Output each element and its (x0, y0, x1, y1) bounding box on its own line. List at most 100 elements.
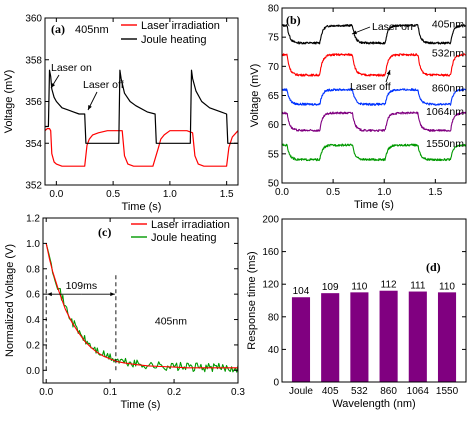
bar-value-label: 110 (439, 281, 455, 292)
x-axis-label: Time (s) (121, 399, 161, 411)
panel-label: (a) (51, 22, 65, 36)
bar-value-label: 104 (293, 286, 310, 297)
bar-value-label: 112 (381, 280, 397, 291)
series-line-1 (282, 53, 466, 77)
bar-value-label: 109 (322, 282, 339, 293)
y-axis-label: Voltage (mV) (3, 70, 15, 134)
x-tick-label: 1.0 (163, 189, 177, 200)
y-tick-label: 65 (268, 91, 280, 102)
arrow-laser-off-head (386, 70, 391, 75)
bar-value-label: 111 (410, 281, 426, 292)
y-tick-label: 70 (268, 62, 280, 73)
y-tick-label: 40 (268, 345, 280, 356)
y-tick-label: 200 (262, 215, 279, 226)
y-tick-label: 80 (268, 4, 280, 15)
y-tick-label: 120 (262, 280, 279, 291)
arrow-laser-on-head (51, 83, 56, 88)
series-lines (45, 69, 238, 167)
x-tick-label: 0.5 (326, 187, 340, 198)
series-label: 532nm (432, 48, 464, 60)
x-tick-label: 860 (380, 386, 397, 397)
panel-label: (b) (286, 13, 301, 27)
y-tick-label: 0.6 (26, 290, 40, 301)
legend-label: Laser irradiation (141, 20, 220, 32)
series-line-2 (282, 88, 466, 106)
series-line-0 (282, 23, 466, 45)
legend-label: Joule heating (151, 232, 216, 244)
series-label: 860nm (432, 83, 464, 95)
y-tick-label: 360 (25, 14, 42, 25)
arrow-laser-off-head (88, 105, 92, 110)
x-tick-label: 1550 (436, 386, 459, 397)
annotation-laser-off: Laser off (83, 79, 124, 91)
panel-d: 104 Joule 109 405 110 532 112 860 111 1064 110 1550… (246, 215, 467, 410)
inline-label: 405nm (75, 24, 109, 36)
arrow-laser-on-head (352, 30, 357, 35)
y-tick-label: 0.0 (26, 366, 40, 377)
y-tick-label: 60 (268, 120, 280, 131)
inline-label: 405nm (155, 316, 187, 328)
x-tick-label: 0.2 (167, 387, 181, 398)
series-line-0 (45, 243, 238, 369)
plot-frame (281, 7, 467, 184)
series-line-4 (282, 143, 466, 162)
x-tick-label: Joule (289, 386, 313, 397)
y-tick-label: 50 (268, 179, 280, 190)
series-line-1 (45, 243, 238, 373)
bar (408, 291, 427, 382)
x-tick-label: 0.0 (39, 387, 53, 398)
y-tick-label: 55 (268, 149, 280, 160)
panel-b: 405nm 532nm 860nm 1064nm 1550nm 0.0 0.5 1.0 1.5 5… (249, 4, 467, 211)
x-axis-label: Time (s) (122, 201, 162, 213)
y-tick-label: 80 (268, 312, 280, 323)
y-axis-label: Normalized Voltage (V) (4, 244, 16, 357)
span-arrow-left-head (47, 292, 52, 297)
y-tick-label: 0 (273, 378, 279, 389)
span-arrow-right-head (110, 292, 115, 297)
panel-a: 0.0 0.5 1.0 1.5 352 354 356 358 360 Time (s) Volta… (3, 14, 239, 213)
series-line-1 (45, 69, 238, 144)
x-tick-label: 1064 (407, 386, 430, 397)
bar (321, 293, 340, 382)
x-tick-label: 0.3 (231, 387, 245, 398)
bar (291, 297, 311, 382)
x-tick-label: 0.1 (103, 387, 117, 398)
legend-label: Laser irradiation (151, 219, 230, 231)
x-tick-label: 532 (351, 386, 368, 397)
bar-value-label: 110 (351, 281, 367, 292)
series-lines (45, 243, 238, 373)
x-tick-label: 1.5 (428, 187, 442, 198)
y-tick-label: 354 (25, 139, 42, 150)
panel-label: (c) (98, 225, 111, 239)
y-tick-label: 356 (25, 97, 42, 108)
legend-label: Joule heating (141, 34, 206, 46)
bar (379, 290, 398, 382)
y-tick-label: 0.4 (26, 315, 40, 326)
y-tick-label: 160 (262, 247, 279, 258)
x-axis-label: Wavelength (nm) (332, 398, 415, 410)
x-tick-label: 0.0 (49, 189, 63, 200)
plot-frame (42, 217, 239, 384)
series-label: 1064nm (426, 106, 464, 118)
annotation-laser-on: Laser on (51, 62, 92, 74)
y-tick-label: 1.0 (26, 239, 40, 250)
y-tick-label: 352 (25, 181, 42, 192)
annotation-laser-off: Laser off (350, 81, 391, 93)
x-tick-label: 405 (322, 386, 339, 397)
x-axis-label: Time (s) (354, 199, 394, 211)
y-tick-label: 75 (268, 33, 280, 44)
y-tick-label: 0.8 (26, 264, 40, 275)
x-tick-label: 1.5 (220, 189, 234, 200)
y-axis-label: Voltage (mV) (249, 64, 261, 128)
x-tick-label: 0.0 (275, 187, 289, 198)
y-tick-label: 1.2 (26, 214, 40, 225)
bar (350, 292, 369, 382)
annotation-laser-on: Laser on (372, 21, 413, 33)
y-tick-label: 358 (25, 55, 42, 66)
annotation-span: 109ms (66, 280, 98, 292)
panel-label: (d) (426, 260, 441, 274)
series-label: 1550nm (426, 138, 464, 150)
series-label: 405nm (432, 19, 464, 31)
plot-frame (281, 218, 467, 383)
x-tick-label: 1.0 (377, 187, 391, 198)
